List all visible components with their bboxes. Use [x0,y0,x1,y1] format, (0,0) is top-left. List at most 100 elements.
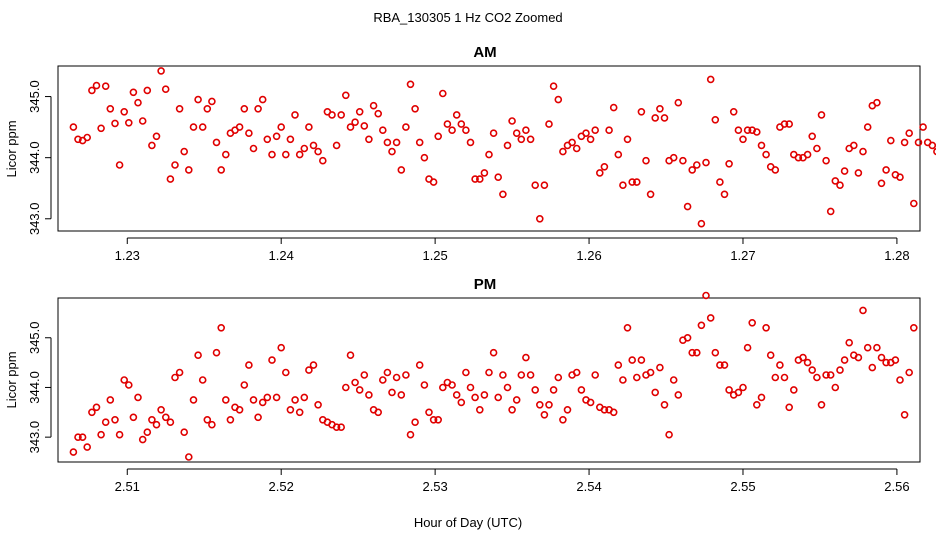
am-data-point [351,118,359,126]
am-y-axis: 343.0 344.0 345.0 [27,80,52,235]
pm-data-point [900,410,909,419]
pm-data-point [226,415,235,424]
pm-data-point [134,393,142,402]
pm-data-point [351,378,359,387]
pm-data-point [785,403,794,412]
am-data-point [651,114,660,122]
am-data-point [208,97,216,106]
am-data-point [882,166,890,174]
pm-data-point [434,415,443,424]
am-data-point [277,123,286,131]
pm-data-point [702,291,710,300]
am-panel: AM Licor ppm 1.23 1.24 1.25 1.26 1.27 1.28 34… [4,44,936,263]
pm-data-point [452,391,461,399]
pm-data-point [748,318,757,327]
pm-data-point [526,371,535,379]
pm-data-point [499,371,507,379]
am-data-point [531,181,540,189]
am-data-point [402,123,410,131]
am-data-point [443,120,452,128]
pm-data-point [157,405,165,414]
am-data-point [877,179,886,188]
am-data-point [840,167,849,175]
pm-data-point [632,373,641,382]
am-data-point [905,129,914,137]
pm-data-point [766,351,775,360]
am-data-point [554,95,563,104]
am-data-point [785,120,794,128]
pm-data-point [263,393,272,402]
am-data-point [115,161,124,169]
am-data-point [429,178,438,186]
am-data-point [716,178,724,186]
am-data-point [138,117,147,125]
am-data-point [272,132,281,141]
am-data-point [674,98,683,107]
am-data-point [161,85,170,93]
am-data-point [300,144,309,153]
pm-data-point [600,405,609,414]
am-data-point [485,150,493,159]
am-data-point [595,169,604,177]
am-x-tick-label: 1.25 [422,248,447,263]
pm-data-point [840,356,849,364]
pm-data-point [905,368,914,377]
pm-data-point [88,408,96,417]
am-data-point [734,126,743,134]
am-data-point [535,215,544,223]
am-y-axis-label: Licor ppm [4,120,19,177]
am-data-point [129,88,138,97]
pm-data-point [572,368,581,377]
pm-data-point [494,393,503,402]
pm-data-point [189,396,198,404]
pm-data-point [429,415,438,424]
pm-data-point [646,368,655,377]
pm-data-point [660,400,669,409]
pm-data-point [706,314,715,322]
am-data-point [914,138,923,147]
pm-data-point [462,368,470,377]
pm-data-point [258,398,267,407]
am-data-point [826,207,835,216]
am-data-point [83,133,91,142]
pm-data-point [466,383,475,392]
am-data-point [817,111,826,119]
am-data-point [452,111,461,119]
am-data-point [286,135,295,144]
am-data-point [813,144,821,153]
am-data-point [628,178,637,186]
am-data-point [69,123,78,131]
pm-data-point [341,383,350,392]
pm-data-point [803,358,812,367]
pm-data-point [148,415,156,424]
pm-data-point [365,391,373,399]
am-data-point [480,169,489,177]
pm-y-tick-label: 343.0 [27,421,42,454]
am-data-point [106,105,115,113]
pm-data-point [448,381,456,389]
am-data-point [794,153,803,162]
pm-data-point [512,396,521,404]
pm-data-point [637,356,646,364]
am-data-point [771,166,780,174]
am-data-point [614,150,623,159]
am-data-point [559,147,567,156]
am-data-point [540,181,549,189]
pm-data-point [295,408,304,417]
pm-data-point [873,343,881,352]
pm-data-point [771,373,780,382]
pm-x-tick-label: 2.52 [269,479,294,494]
am-data-point [808,132,817,141]
am-data-point [780,120,789,128]
pm-panel: PM Licor ppm 2.51 2.52 2.53 2.54 2.55 2.56 34… [4,276,921,494]
am-data-point [263,135,272,144]
am-data-point [134,98,142,107]
pm-data-point [406,430,415,439]
am-data-point [268,150,276,159]
pm-data-point [143,428,152,437]
am-data-point [341,91,350,100]
pm-data-point [577,386,586,394]
am-data-point [572,144,581,153]
am-data-point [88,86,96,95]
